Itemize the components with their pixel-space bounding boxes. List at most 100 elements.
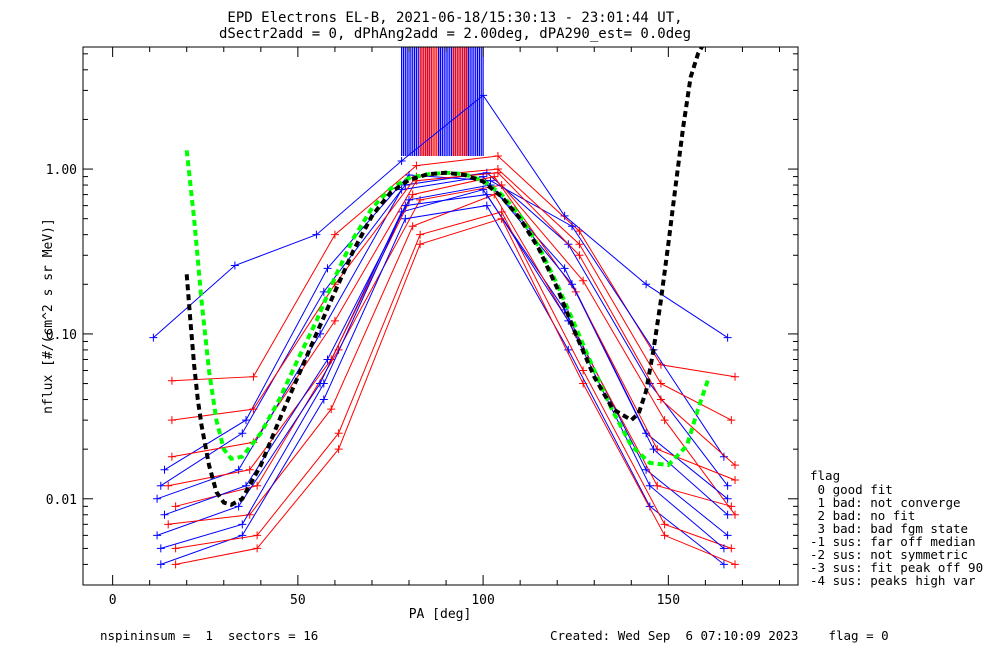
data-point-marker <box>719 560 728 569</box>
data-point-marker <box>642 280 651 289</box>
data-point-marker <box>493 165 502 174</box>
legend-title: flag <box>810 468 840 483</box>
y-tick-label: 0.10 <box>46 328 77 343</box>
data-point-marker <box>167 376 176 385</box>
data-point-marker <box>330 230 339 239</box>
data-point-marker <box>234 502 243 511</box>
data-point-marker <box>723 494 732 503</box>
data-point-marker <box>253 531 262 540</box>
data-point-marker <box>727 502 736 511</box>
x-tick-label: 0 <box>109 593 117 608</box>
x-tick-label: 100 <box>471 593 494 608</box>
series-3 <box>171 181 740 519</box>
series-line <box>160 194 725 549</box>
series-line <box>175 218 736 565</box>
data-point-marker <box>334 445 343 454</box>
data-point-marker <box>397 156 406 165</box>
series-14 <box>156 190 728 553</box>
data-point-marker <box>497 214 506 223</box>
data-point-marker <box>727 416 736 425</box>
data-point-marker <box>645 502 654 511</box>
data-point-marker <box>319 287 328 296</box>
saturated-band <box>419 47 440 157</box>
data-point-marker <box>568 222 577 231</box>
data-point-marker <box>656 395 665 404</box>
series-8 <box>156 201 728 569</box>
data-point-marker <box>171 560 180 569</box>
data-point-marker <box>482 190 491 199</box>
data-point-marker <box>416 230 425 239</box>
fit-curve-black <box>184 47 705 507</box>
saturated-band <box>401 47 432 157</box>
data-point-marker <box>171 544 180 553</box>
data-point-marker <box>723 481 732 490</box>
plot-frame <box>82 46 799 586</box>
data-point-marker <box>575 251 584 260</box>
y-tick-label: 1.00 <box>46 163 77 178</box>
chart-subtitle: dSectr2add = 0, dPhAng2add = 2.00deg, dP… <box>219 26 691 42</box>
data-point-marker <box>167 452 176 461</box>
series-line <box>153 94 728 339</box>
data-point-marker <box>249 405 258 414</box>
series-0 <box>149 91 732 342</box>
data-point-marker <box>164 481 173 490</box>
data-point-marker <box>731 372 740 381</box>
data-point-marker <box>497 207 506 216</box>
data-point-marker <box>334 429 343 438</box>
data-point-marker <box>490 172 499 181</box>
data-point-marker <box>245 465 254 474</box>
x-tick-label: 50 <box>290 593 306 608</box>
series-1 <box>167 152 740 385</box>
data-layer <box>149 47 740 569</box>
data-point-marker <box>323 264 332 273</box>
data-point-marker <box>645 481 654 490</box>
series-line <box>156 189 728 536</box>
data-point-marker <box>560 264 569 273</box>
y-axis-label: nflux [#/(cm^2 s sr MeV)] <box>41 218 56 414</box>
flag-legend: flag 0 good fit 1 bad: not converge 2 ba… <box>810 468 983 588</box>
data-point-marker <box>167 416 176 425</box>
legend-item: 1 bad: not converge <box>810 495 961 510</box>
data-point-marker <box>731 560 740 569</box>
series-7 <box>167 168 740 470</box>
data-point-marker <box>242 416 251 425</box>
data-point-marker <box>568 280 577 289</box>
data-point-marker <box>397 185 406 194</box>
series-line <box>175 184 736 516</box>
saturated-band <box>452 47 469 157</box>
series-line <box>168 193 732 525</box>
data-point-marker <box>579 366 588 375</box>
data-point-marker <box>253 481 262 490</box>
data-point-marker <box>482 201 491 210</box>
data-point-marker <box>319 395 328 404</box>
series-line <box>168 176 736 487</box>
data-point-marker <box>731 461 740 470</box>
legend-item: -1 sus: far off median <box>810 534 976 549</box>
data-point-marker <box>575 227 584 236</box>
data-point-marker <box>249 372 258 381</box>
series-line <box>164 184 728 516</box>
series-5 <box>164 190 736 529</box>
series-line <box>160 172 728 487</box>
data-point-marker <box>408 190 417 199</box>
data-point-marker <box>727 544 736 553</box>
data-point-marker <box>408 222 417 231</box>
data-point-marker <box>330 316 339 325</box>
footer-right: Created: Wed Sep 6 07:10:09 2023 flag = … <box>550 628 889 643</box>
legend-item: 3 bad: bad fgm state <box>810 521 968 536</box>
data-point-marker <box>156 481 165 490</box>
data-point-marker <box>412 161 421 170</box>
data-point-marker <box>416 240 425 249</box>
data-point-marker <box>230 261 239 270</box>
chart-title: EPD Electrons EL-B, 2021-06-18/15:30:13 … <box>227 10 682 26</box>
data-point-marker <box>323 355 332 364</box>
data-point-marker <box>719 544 728 553</box>
series-line <box>171 155 736 382</box>
data-point-marker <box>238 429 247 438</box>
series-line <box>164 174 725 471</box>
data-point-marker <box>401 214 410 223</box>
data-point-marker <box>656 379 665 388</box>
data-point-marker <box>171 502 180 511</box>
data-point-marker <box>660 416 669 425</box>
